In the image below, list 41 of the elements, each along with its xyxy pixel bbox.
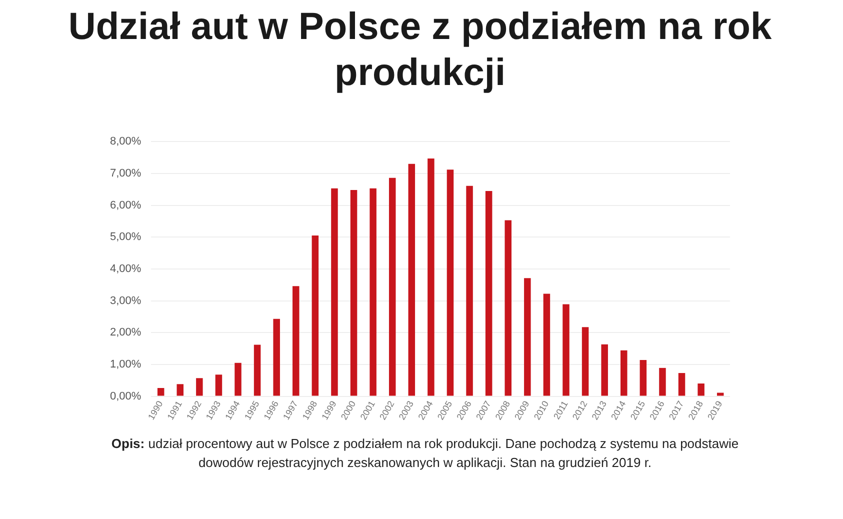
bar xyxy=(466,186,473,396)
bar xyxy=(562,304,570,396)
y-tick-label: 1,00% xyxy=(110,358,142,370)
bar xyxy=(446,170,454,396)
y-tick-label: 2,00% xyxy=(110,326,142,339)
bar xyxy=(292,286,300,396)
bar xyxy=(215,374,222,396)
bar xyxy=(543,294,550,396)
y-tick-label: 4,00% xyxy=(110,262,142,275)
text: Opis: udział procentowy aut w Polsce z podziałem na rok produkcji. Dane pochodzą z systemu na podstawie dowodów rejestracyjnych zeskanowanych w aplikacji. Stan na grudzień 2019 r. xyxy=(110,435,740,472)
bar xyxy=(388,178,396,396)
bar xyxy=(157,388,164,396)
y-tick-label: 8,00% xyxy=(110,136,142,148)
bar xyxy=(350,190,358,396)
y-tick-label: 6,00% xyxy=(110,199,142,212)
bar xyxy=(234,362,242,396)
bar xyxy=(273,318,280,396)
bar xyxy=(678,373,686,396)
y-tick-label: 3,00% xyxy=(110,294,142,307)
bar xyxy=(408,164,416,396)
bar xyxy=(640,360,647,396)
bar xyxy=(370,188,376,396)
bar xyxy=(698,384,704,396)
bar xyxy=(716,392,724,396)
y-tick-label: 5,00% xyxy=(110,231,142,244)
chart-title: Udział aut w Polsce z podziałem na rok produkcji xyxy=(67,5,773,96)
bar xyxy=(331,188,338,396)
bar xyxy=(601,344,608,396)
bar xyxy=(254,344,261,396)
y-tick-label: 0,00% xyxy=(110,390,142,402)
bar xyxy=(196,378,203,396)
bar xyxy=(176,384,184,396)
bar xyxy=(582,327,589,396)
bar xyxy=(428,158,434,396)
bar xyxy=(504,220,512,396)
bar xyxy=(485,190,492,396)
bar xyxy=(620,350,628,396)
bar xyxy=(659,368,666,396)
bar xyxy=(312,236,319,396)
bar xyxy=(524,278,531,396)
y-tick-label: 7,00% xyxy=(110,167,142,180)
